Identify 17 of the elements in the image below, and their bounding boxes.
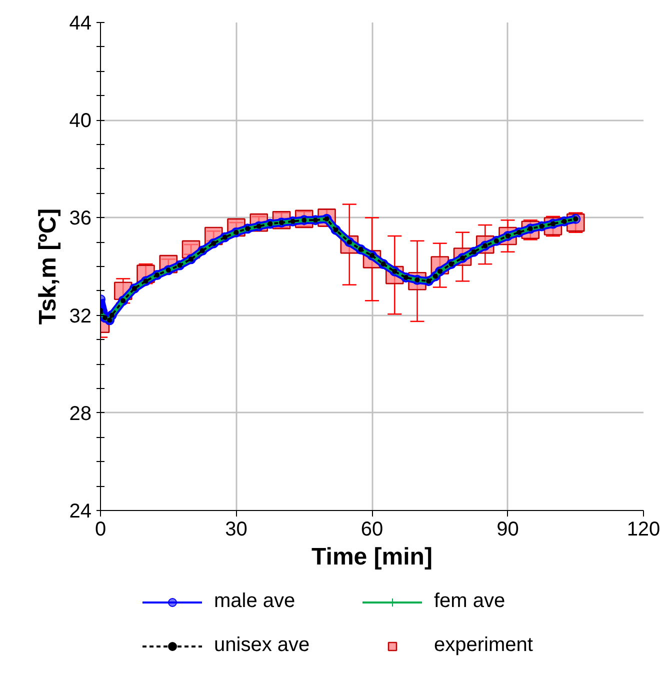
x-tick-label: 120 bbox=[626, 518, 660, 540]
y-tick-label: 24 bbox=[69, 500, 92, 522]
x-tick-label: 30 bbox=[225, 518, 248, 540]
x-tick-label: 90 bbox=[496, 518, 519, 540]
x-tick-label: 60 bbox=[360, 518, 384, 540]
y-axis-title: Tsk,m [ºC] bbox=[34, 208, 62, 325]
y-tick-label: 44 bbox=[69, 12, 92, 34]
y-tick-label: 28 bbox=[69, 402, 92, 425]
y-tick-label: 36 bbox=[69, 208, 92, 230]
y-tick-label: 32 bbox=[69, 305, 92, 328]
legend-label: unisex ave bbox=[214, 634, 311, 657]
y-tick-label: 40 bbox=[69, 110, 92, 132]
x-axis-title: Time [min] bbox=[312, 544, 432, 570]
legend-label: experiment bbox=[434, 634, 534, 657]
legend-label: male ave bbox=[214, 590, 296, 613]
x-tick-label: 0 bbox=[94, 518, 106, 540]
legend-label: fem ave bbox=[434, 590, 506, 613]
